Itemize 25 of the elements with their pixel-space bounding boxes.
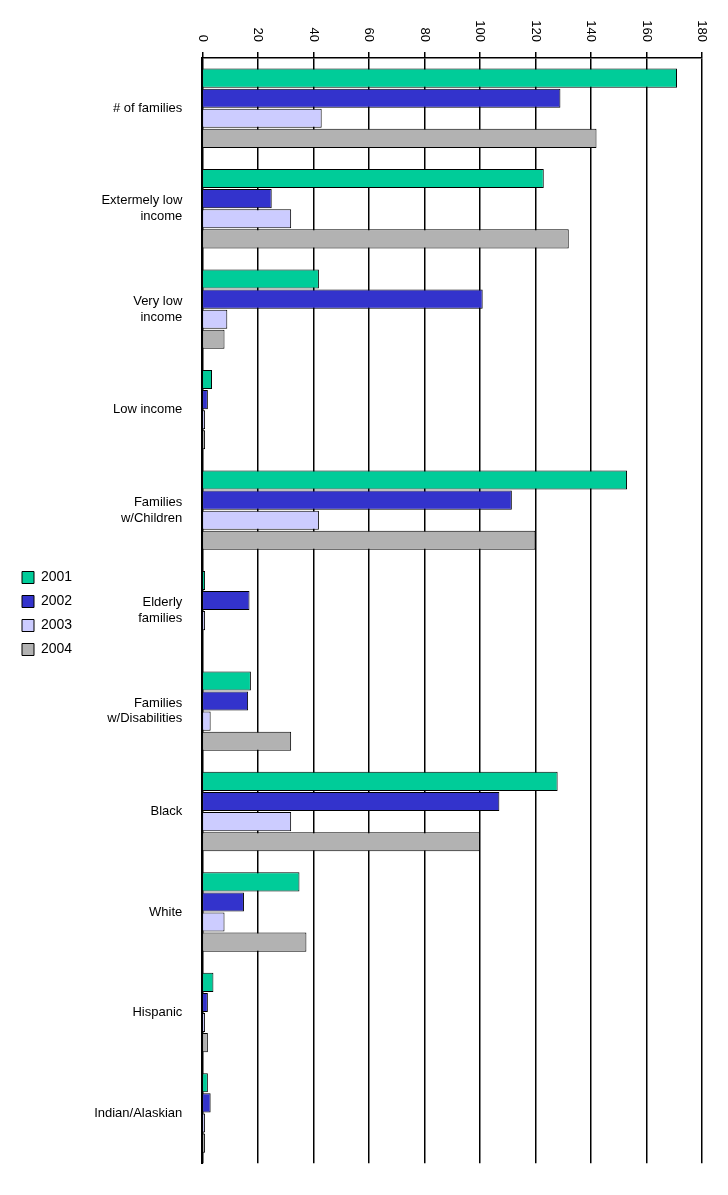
y-tick-label: Black (150, 803, 183, 819)
y-tick-label: Elderly families (138, 594, 183, 625)
x-tick-label: 180 (695, 20, 711, 42)
legend-label: 2004 (41, 640, 73, 657)
x-tick-label: 140 (584, 20, 600, 42)
x-tick-label: 80 (417, 27, 433, 42)
y-tick-label: Families w/Children (119, 493, 183, 525)
x-tick-label: 160 (639, 20, 655, 42)
legend-label: 2001 (41, 568, 73, 585)
y-tick-label: Low income (112, 401, 183, 417)
legend-label: 2003 (41, 616, 73, 633)
x-tick-label: 60 (362, 27, 378, 42)
y-tick-label: Very low income (133, 292, 183, 324)
x-tick-label: 0 (195, 34, 211, 42)
y-tick-label: # of families (112, 99, 183, 115)
x-tick-label: 100 (473, 20, 489, 42)
x-tick-label: 40 (306, 27, 322, 42)
x-tick-label: 120 (528, 20, 544, 42)
x-tick-label: 20 (251, 27, 267, 42)
y-tick-label: Indian/Alaskian (94, 1104, 183, 1120)
y-tick-label: Hispanic (132, 1004, 183, 1020)
legend-label: 2002 (41, 592, 73, 609)
y-tick-label: Extermely low income (101, 192, 183, 224)
y-tick-label: White (149, 903, 183, 919)
y-tick-label: Families w/Disabilities (106, 694, 183, 726)
